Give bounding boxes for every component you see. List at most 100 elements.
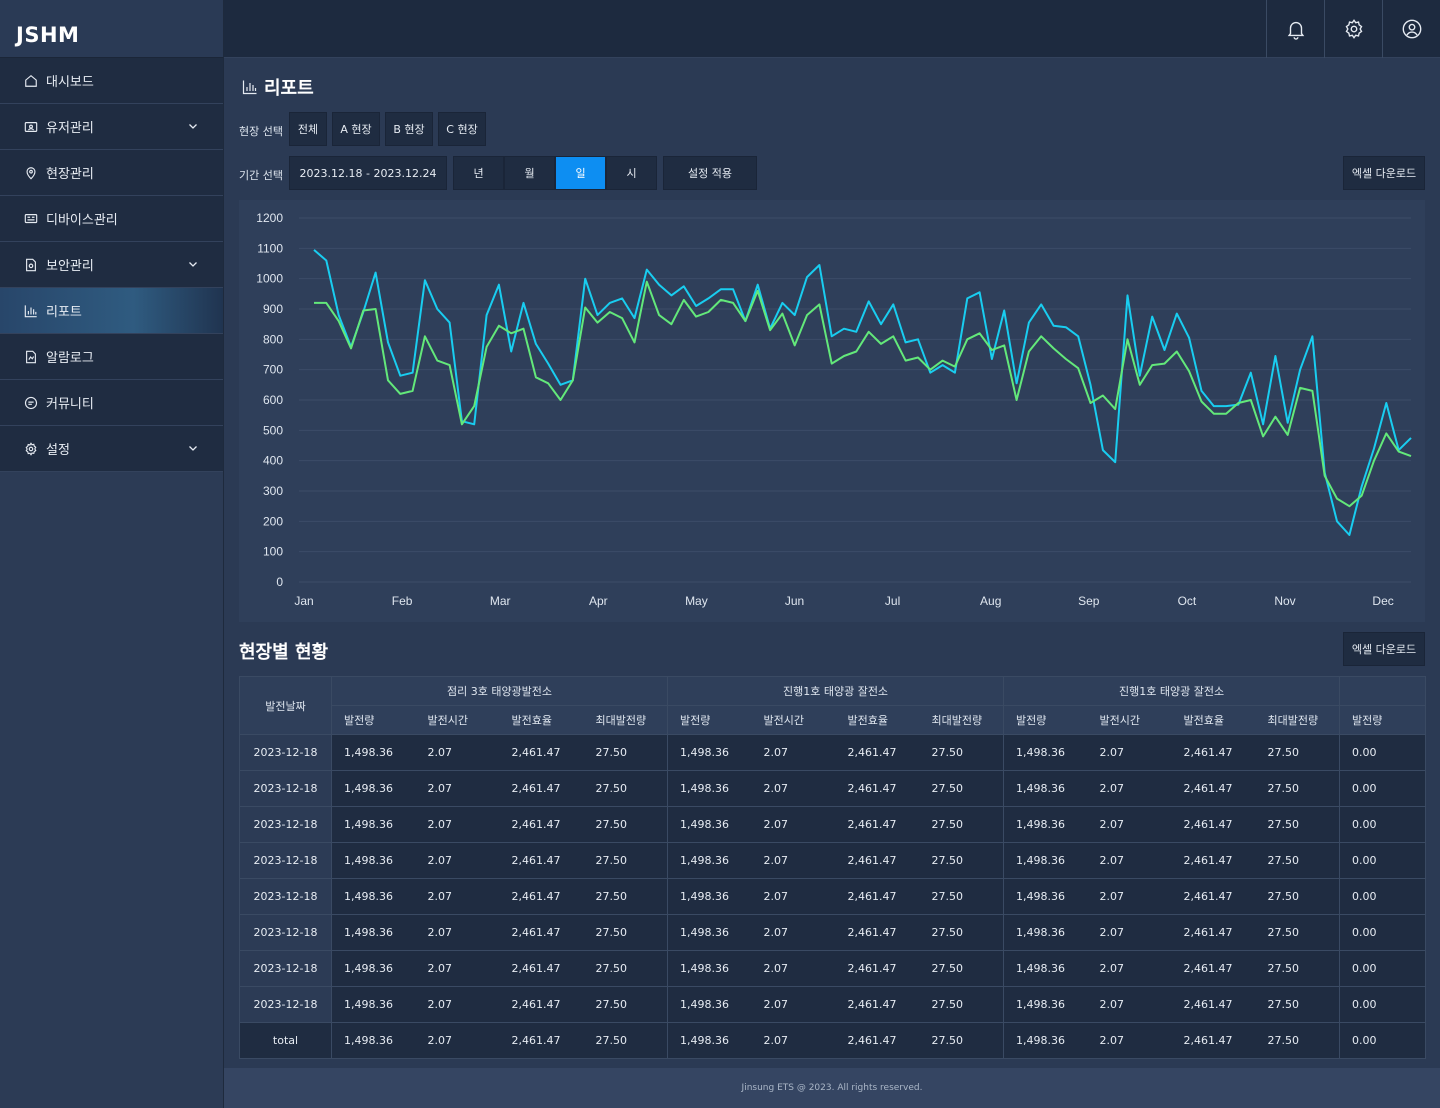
table-cell: 1,498.36 (331, 734, 416, 771)
user-icon[interactable] (1382, 0, 1440, 58)
home-icon (24, 74, 38, 88)
sidebar-item-label: 대시보드 (46, 75, 94, 90)
table-cell: 2.07 (1087, 734, 1172, 771)
group-header: 진행1호 태양광 잘전소 (1003, 676, 1341, 706)
date-cell: 2023-12-18 (239, 734, 332, 771)
site-button-c[interactable]: C 현장 (438, 112, 486, 146)
table-cell: 27.50 (1255, 950, 1341, 987)
gear-icon[interactable] (1324, 0, 1382, 58)
table-cell: 0.00 (1339, 986, 1427, 1023)
table-cell: 2.07 (751, 770, 836, 807)
table-cell: 2.07 (751, 914, 836, 951)
table-cell: 2.07 (415, 806, 500, 843)
table-cell: 2,461.47 (835, 950, 920, 987)
chevron-down-icon[interactable] (187, 258, 199, 270)
y-tick-label: 800 (263, 332, 283, 346)
table-cell: 27.50 (919, 770, 1005, 807)
table-cell: 2,461.47 (835, 770, 920, 807)
table-cell: 27.50 (583, 914, 669, 951)
site-button-all[interactable]: 전체 (289, 112, 327, 146)
table-cell: 2.07 (751, 878, 836, 915)
sidebar-item-8[interactable]: 설정 (0, 426, 223, 472)
column-header: 발전량 (331, 705, 416, 735)
sidebar-item-7[interactable]: 커뮤니티 (0, 380, 223, 426)
date-range-picker[interactable]: 2023.12.18 - 2023.12.24 (289, 156, 447, 190)
table-cell: 2,461.47 (1171, 1022, 1256, 1059)
x-tick-label: Dec (1372, 594, 1393, 608)
table-row: 2023-12-18 1,498.36 2.07 2,461.47 27.50 1,498… (239, 950, 1427, 987)
period-year-button[interactable]: 년 (453, 156, 504, 190)
period-day-button[interactable]: 일 (555, 156, 606, 190)
table-cell: 2.07 (1087, 914, 1172, 951)
sidebar-item-4[interactable]: 보안관리 (0, 242, 223, 288)
table-cell: 2,461.47 (835, 842, 920, 879)
table-cell: 27.50 (919, 914, 1005, 951)
period-month-button[interactable]: 월 (504, 156, 555, 190)
table-cell: 2.07 (1087, 1022, 1172, 1059)
table-cell: 1,498.36 (667, 878, 752, 915)
table-cell: 1,498.36 (331, 842, 416, 879)
table-cell: 1,498.36 (1003, 734, 1088, 771)
series-line-1 (313, 249, 1412, 536)
table-cell: 1,498.36 (667, 950, 752, 987)
table-cell: 27.50 (1255, 734, 1341, 771)
table-cell: 27.50 (1255, 878, 1341, 915)
table-cell: 27.50 (919, 806, 1005, 843)
period-hour-button[interactable]: 시 (606, 156, 657, 190)
table-cell: 27.50 (1255, 986, 1341, 1023)
sidebar-item-6[interactable]: 알람로그 (0, 334, 223, 380)
table-cell: 1,498.36 (1003, 950, 1088, 987)
table-cell: 27.50 (583, 770, 669, 807)
table-cell: 27.50 (583, 806, 669, 843)
sidebar-item-label: 설정 (46, 443, 70, 458)
column-header: 발전효율 (499, 705, 584, 735)
sidebar-item-3[interactable]: 디바이스관리 (0, 196, 223, 242)
table-cell: 1,498.36 (331, 806, 416, 843)
column-header: 발전시간 (415, 705, 500, 735)
date-header: 발전날짜 (239, 676, 332, 735)
table-cell: 2,461.47 (835, 734, 920, 771)
excel-download-button-table[interactable]: 엑셀 다운로드 (1343, 632, 1425, 666)
bell-icon[interactable] (1266, 0, 1324, 58)
date-cell: 2023-12-18 (239, 986, 332, 1023)
table-cell: 1,498.36 (1003, 806, 1088, 843)
table-cell: 0.00 (1339, 806, 1427, 843)
table-cell: 1,498.36 (331, 950, 416, 987)
x-tick-label: Apr (589, 594, 608, 608)
date-cell: 2023-12-18 (239, 806, 332, 843)
table-cell: 2.07 (415, 842, 500, 879)
table-cell: 2,461.47 (499, 986, 584, 1023)
chevron-down-icon[interactable] (187, 120, 199, 132)
site-button-b[interactable]: B 현장 (385, 112, 433, 146)
chevron-down-icon[interactable] (187, 442, 199, 454)
table-cell: 27.50 (1255, 914, 1341, 951)
table-cell: 1,498.36 (331, 1022, 416, 1059)
brand-logo[interactable]: JSHM (0, 0, 223, 58)
sidebar-item-2[interactable]: 현장관리 (0, 150, 223, 196)
table-cell: 2,461.47 (835, 806, 920, 843)
sidebar-item-5[interactable]: 리포트 (0, 288, 223, 334)
table-cell: 1,498.36 (667, 806, 752, 843)
table-cell: 2.07 (751, 1022, 836, 1059)
table-cell: 1,498.36 (331, 878, 416, 915)
sidebar-item-0[interactable]: 대시보드 (0, 58, 223, 104)
x-tick-label: Nov (1274, 594, 1295, 608)
table-cell: 1,498.36 (1003, 1022, 1088, 1059)
sidebar-item-1[interactable]: 유저관리 (0, 104, 223, 150)
table-row: 2023-12-18 1,498.36 2.07 2,461.47 27.50 1,498… (239, 878, 1427, 915)
table-row: 2023-12-18 1,498.36 2.07 2,461.47 27.50 1,498… (239, 914, 1427, 951)
main-content: 리포트 현장 선택 전체 A 현장 B 현장 C 현장 기간 선택 2023.1… (224, 58, 1440, 1068)
excel-download-button[interactable]: 엑셀 다운로드 (1343, 156, 1425, 190)
apply-settings-button[interactable]: 설정 적용 (663, 156, 757, 190)
table-row: 2023-12-18 1,498.36 2.07 2,461.47 27.50 1,498… (239, 986, 1427, 1023)
alarm-doc-icon (24, 350, 38, 364)
table-cell: 2.07 (1087, 986, 1172, 1023)
column-header: 최대발전량 (1255, 705, 1341, 735)
table-cell: 2,461.47 (1171, 734, 1256, 771)
site-button-a[interactable]: A 현장 (332, 112, 380, 146)
table-cell: 1,498.36 (667, 986, 752, 1023)
table-cell: 1,498.36 (667, 1022, 752, 1059)
table-cell: 2.07 (415, 1022, 500, 1059)
table-cell: 2,461.47 (835, 878, 920, 915)
table-cell: 2.07 (415, 734, 500, 771)
